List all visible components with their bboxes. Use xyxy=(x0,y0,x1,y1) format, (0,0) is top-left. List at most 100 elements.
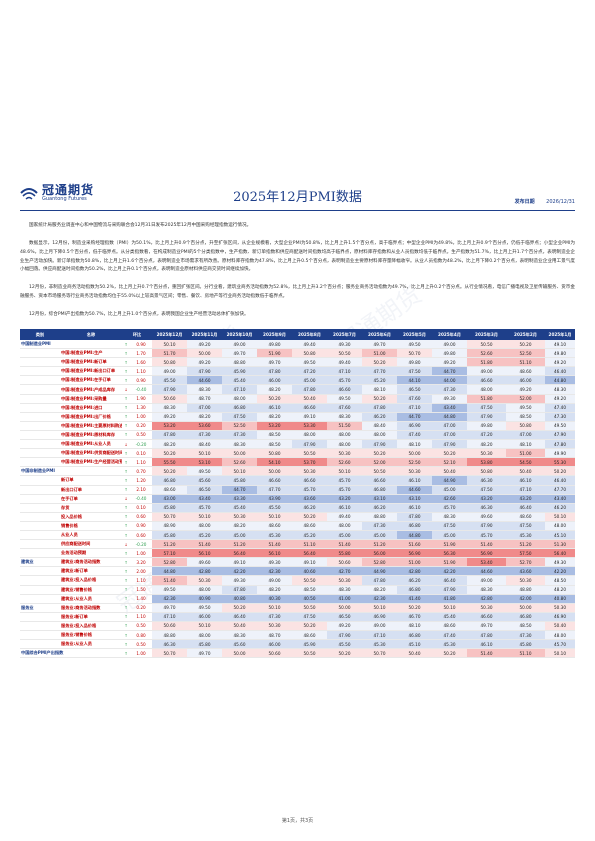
row-value: 49.80 xyxy=(545,348,575,359)
row-value: 50.00 xyxy=(257,466,293,477)
row-value: 51.00 xyxy=(362,348,398,359)
row-change: 1.00 xyxy=(130,412,153,422)
column-header: 2025年3月 xyxy=(467,329,507,340)
row-value: 50.20 xyxy=(152,448,188,459)
row-value: 50.10 xyxy=(257,512,293,522)
row-value: 47.80 xyxy=(257,366,293,377)
row-change: 1.70 xyxy=(130,348,153,359)
row-value: 53.70 xyxy=(292,457,328,468)
row-category: 中国制造业PMI xyxy=(20,340,122,350)
column-header: 2025年6月 xyxy=(362,329,398,340)
row-value: 52.10 xyxy=(432,457,468,468)
row-value: 42.20 xyxy=(222,566,258,577)
row-value: 49.40 xyxy=(292,340,328,350)
row-value: 50.40 xyxy=(432,466,468,477)
row-value: 47.80 xyxy=(467,630,507,641)
document-title: 2025年12月PMI数据 xyxy=(233,190,362,205)
row-value: 52.80 xyxy=(362,557,398,568)
column-header: 2025年12月 xyxy=(152,329,188,340)
row-value: 47.50 xyxy=(222,412,258,422)
row-category xyxy=(20,530,60,541)
row-value: 46.60 xyxy=(327,384,363,395)
row-value: 53.80 xyxy=(467,457,507,468)
row-category xyxy=(20,394,60,404)
row-value: 46.20 xyxy=(362,503,398,513)
row-value: 45.20 xyxy=(292,530,328,541)
row-value: 50.80 xyxy=(152,357,188,368)
row-value: 48.80 xyxy=(152,630,188,641)
row-value: 52.80 xyxy=(152,557,188,568)
row-value: 43.40 xyxy=(187,494,223,504)
row-value: 48.60 xyxy=(292,521,328,531)
table-row: 中国:制造业PMI:生产 ↑ 1.70 51.70 50.00 49.70 51.90 50.… xyxy=(20,348,575,359)
row-value: 51.40 xyxy=(327,539,363,550)
row-value: 48.20 xyxy=(257,384,293,395)
row-value: 49.70 xyxy=(152,603,188,613)
row-value: 50.00 xyxy=(222,448,258,459)
row-value: 48.60 xyxy=(506,512,546,522)
row-value: 47.10 xyxy=(397,403,433,413)
row-indicator-name: 销售价格 xyxy=(60,521,122,531)
row-value: 50.00 xyxy=(187,348,223,359)
row-value: 56.90 xyxy=(397,548,433,559)
row-value: 50.10 xyxy=(545,648,575,659)
publish-date-value: 2026/12/31 xyxy=(546,199,575,205)
table-row: 建筑业:投入品价格 ↑ 1.10 51.40 50.30 49.30 49.00 50.50 5… xyxy=(20,575,575,586)
table-row: 存货 ↑ 0.10 45.80 45.70 45.40 45.50 46.20 46.10 46.… xyxy=(20,503,575,513)
row-value: 48.50 xyxy=(545,575,575,586)
row-indicator-name: 中国:制造业PMI:新订单 xyxy=(60,357,122,368)
row-category xyxy=(20,621,60,632)
row-category xyxy=(20,448,60,459)
row-change: 0.90 xyxy=(130,340,153,350)
row-change: 1.10 xyxy=(130,366,153,377)
row-indicator-name: 新订单 xyxy=(60,475,122,486)
row-value: 48.00 xyxy=(292,430,328,441)
row-value: 50.30 xyxy=(467,603,507,613)
row-value: 42.30 xyxy=(362,594,398,604)
page-footer: 第1页，共3页 xyxy=(281,818,314,824)
publish-date: 发布日期 2026/12/31 xyxy=(515,198,575,205)
row-value: 49.30 xyxy=(432,394,468,404)
row-value: 46.80 xyxy=(222,403,258,413)
row-value: 51.40 xyxy=(187,539,223,550)
column-header: 2025年10月 xyxy=(222,329,258,340)
row-value: 44.70 xyxy=(432,366,468,377)
row-indicator-name: 供应商配送时间 xyxy=(60,539,122,550)
row-value: 49.00 xyxy=(222,340,258,350)
row-value: 50.20 xyxy=(432,448,468,459)
table-row: 在手订单 ↓ -0.40 43.00 43.40 43.30 43.90 43.60 43.20… xyxy=(20,494,575,504)
row-value: 49.30 xyxy=(545,557,575,568)
row-value: 56.10 xyxy=(187,548,223,559)
row-value: 52.00 xyxy=(362,457,398,468)
row-value: 48.00 xyxy=(187,630,223,641)
row-value: 55.50 xyxy=(152,457,188,468)
row-value: 48.30 xyxy=(467,585,507,595)
row-value: 47.10 xyxy=(152,612,188,622)
row-value: 45.30 xyxy=(506,530,546,541)
row-value: 51.20 xyxy=(506,539,546,550)
row-value: 49.30 xyxy=(222,575,258,586)
table-row: 中国:制造业PMI:采购量 ↑ 1.90 50.60 48.70 48.00 50.20 50… xyxy=(20,394,575,404)
arrow-up-icon: ↑ xyxy=(122,548,130,559)
row-value: 49.70 xyxy=(467,621,507,632)
row-value: 52.00 xyxy=(506,394,546,404)
row-value: 51.40 xyxy=(257,539,293,550)
row-value: 46.90 xyxy=(362,612,398,622)
arrow-up-icon: ↑ xyxy=(122,430,130,441)
row-value: 45.40 xyxy=(432,612,468,622)
arrow-up-icon: ↑ xyxy=(122,448,130,459)
row-value: 43.20 xyxy=(327,494,363,504)
row-value: 45.80 xyxy=(222,475,258,486)
arrow-up-icon: ↑ xyxy=(122,403,130,413)
row-value: 45.70 xyxy=(327,475,363,486)
row-category xyxy=(20,521,60,531)
table-row: 供应商配送时间 ↓ -0.20 51.20 51.40 51.20 51.40 51.10 51… xyxy=(20,539,575,550)
row-value: 46.20 xyxy=(362,412,398,422)
arrow-up-icon: ↑ xyxy=(122,466,130,477)
row-value: 50.60 xyxy=(152,621,188,632)
row-value: 48.30 xyxy=(222,630,258,641)
arrow-down-icon: ↓ xyxy=(122,384,130,395)
row-value: 47.80 xyxy=(222,585,258,595)
row-value: 46.20 xyxy=(292,503,328,513)
row-value: 40.80 xyxy=(222,594,258,604)
